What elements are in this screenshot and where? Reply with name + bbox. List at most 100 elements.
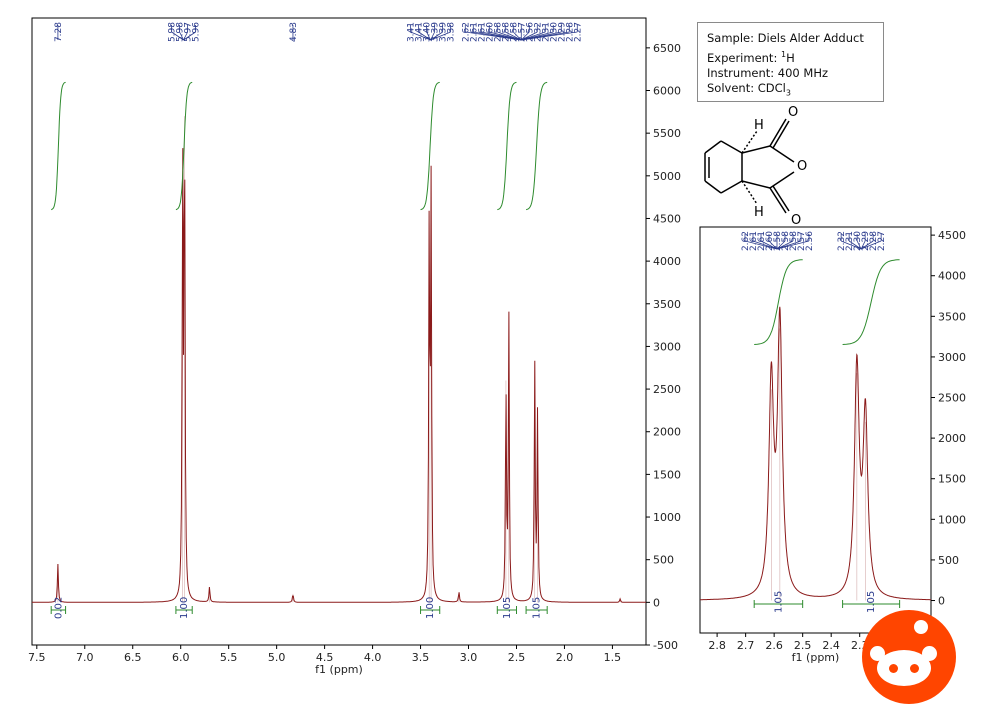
peak-label-leader	[521, 31, 578, 41]
y-tick-label: 1000	[938, 513, 966, 526]
atom-label: H	[754, 205, 764, 220]
spectrum-line	[32, 148, 646, 603]
x-tick-label: 2.6	[765, 639, 783, 652]
x-tick-label: 4.5	[316, 651, 334, 664]
peak-label-leader	[856, 240, 862, 250]
peak-label: 2.31	[541, 22, 551, 42]
x-tick-label: 6.0	[172, 651, 190, 664]
integral-curve	[842, 259, 900, 345]
peak-label-leader	[505, 31, 522, 41]
peak-label-leader	[410, 31, 431, 41]
y-tick-label: 3000	[653, 340, 681, 353]
peak-label-leader	[768, 240, 778, 250]
peak-label-leader	[497, 31, 522, 41]
integral-value: 1.00	[425, 597, 436, 619]
peak-label: 2.56	[525, 22, 535, 42]
y-tick-label: 500	[653, 554, 674, 567]
y-tick-label: 6500	[653, 42, 681, 55]
peak-label: 2.57	[517, 22, 527, 42]
peak-label-leader	[418, 31, 431, 41]
y-tick-label: 4500	[653, 212, 681, 225]
y-tick-label: 3500	[938, 310, 966, 323]
peak-label: 2.58	[789, 231, 799, 251]
y-tick-label: 2500	[938, 392, 966, 405]
y-tick-label: 2500	[653, 383, 681, 396]
peak-label: 3.39	[431, 22, 441, 42]
peak-label: 2.32	[533, 22, 543, 42]
y-tick-label: 3000	[938, 351, 966, 364]
experiment-prefix: Experiment:	[707, 50, 781, 65]
logo-antenna	[914, 620, 928, 634]
atom-label: O	[788, 105, 798, 120]
plot-frame	[699, 226, 932, 634]
peak-label-leader	[776, 240, 810, 250]
peak-label: 7.28	[54, 22, 64, 42]
peak-label: 2.60	[765, 231, 775, 251]
y-tick-label: 4000	[938, 270, 966, 283]
peak-label-leader	[752, 240, 778, 250]
x-tick-label: 2.5	[508, 651, 526, 664]
integral-curve	[420, 81, 440, 211]
y-tick-label: 5000	[653, 170, 681, 183]
integral-curve	[175, 81, 193, 211]
integral-value: 1.05	[866, 591, 877, 613]
y-tick-label: 4000	[653, 255, 681, 268]
peak-label-leader	[848, 240, 862, 250]
peak-label-leader	[430, 31, 435, 41]
instrument-label: Instrument: 400 MHz	[707, 65, 829, 80]
peak-label-leader	[776, 240, 794, 250]
experiment-suffix: H	[786, 50, 795, 65]
y-tick-label: 0	[938, 595, 945, 608]
integral-value: 1.05	[532, 597, 543, 619]
spectrum-line	[700, 306, 931, 601]
integral-value: 1.00	[179, 597, 190, 619]
peak-label-leader	[521, 31, 538, 41]
molecule-structure	[704, 118, 795, 214]
peak-label: 2.58	[781, 231, 791, 251]
experiment-label: Experiment: 1H	[707, 47, 883, 66]
y-tick-label: 2000	[653, 426, 681, 439]
experiment-sup: 1	[780, 49, 787, 59]
peak-label: 2.56	[805, 231, 815, 251]
peak-label: 3.41	[415, 22, 425, 42]
sample-info-box: Sample: Diels Alder Adduct Experiment: 1…	[697, 22, 884, 102]
peak-label: 2.30	[549, 22, 559, 42]
integral-value: 0.02	[53, 597, 64, 619]
peak-label-leader	[520, 31, 530, 41]
sample-label: Sample: Diels Alder Adduct	[707, 31, 864, 45]
y-tick-label: 6000	[653, 85, 681, 98]
reddit-logo	[862, 610, 956, 704]
x-tick-label: 3.5	[412, 651, 430, 664]
x-tick-label: 7.0	[76, 651, 94, 664]
peak-label: 2.30	[853, 231, 863, 251]
peak-label-leader	[512, 31, 522, 41]
x-tick-label: 1.5	[604, 651, 622, 664]
y-tick-label: 1500	[938, 473, 966, 486]
x-tick-label: 2.0	[556, 651, 574, 664]
x-tick-label: 5.0	[268, 651, 286, 664]
x-tick-label: 7.5	[28, 651, 46, 664]
x-axis-label: f1 (ppm)	[792, 651, 840, 664]
x-tick-label: 6.5	[124, 651, 142, 664]
peak-label-leader	[840, 240, 862, 250]
y-tick-label: 2000	[938, 432, 966, 445]
atom-label: H	[754, 118, 764, 133]
peak-label: 2.29	[557, 22, 567, 42]
molecule-atom-labels: H H O O O	[754, 105, 807, 228]
y-tick-label: 500	[938, 554, 959, 567]
peak-label-leader	[860, 240, 874, 250]
x-tick-label: 2.4	[822, 639, 840, 652]
chart-panel-main: 7.5 7.0 6.5 6.0 5.5 5.0 4.5 4.0 3.5 3.0 2.5 2.0 1.5 f…	[28, 17, 681, 676]
peak-label-leader	[183, 31, 196, 41]
plot-frame	[31, 17, 647, 646]
integral-value: 1.05	[502, 597, 513, 619]
x-tick-label: 3.0	[460, 651, 478, 664]
peak-label: 2.28	[565, 22, 575, 42]
peak-label: 2.29	[861, 231, 871, 251]
peak-label: 4.83	[289, 22, 299, 42]
x-tick-label: 2.7	[737, 639, 755, 652]
integral-value: 1.05	[773, 591, 784, 613]
solvent-label: Solvent: CDCl3	[707, 81, 883, 101]
peak-label: 2.27	[573, 22, 583, 42]
